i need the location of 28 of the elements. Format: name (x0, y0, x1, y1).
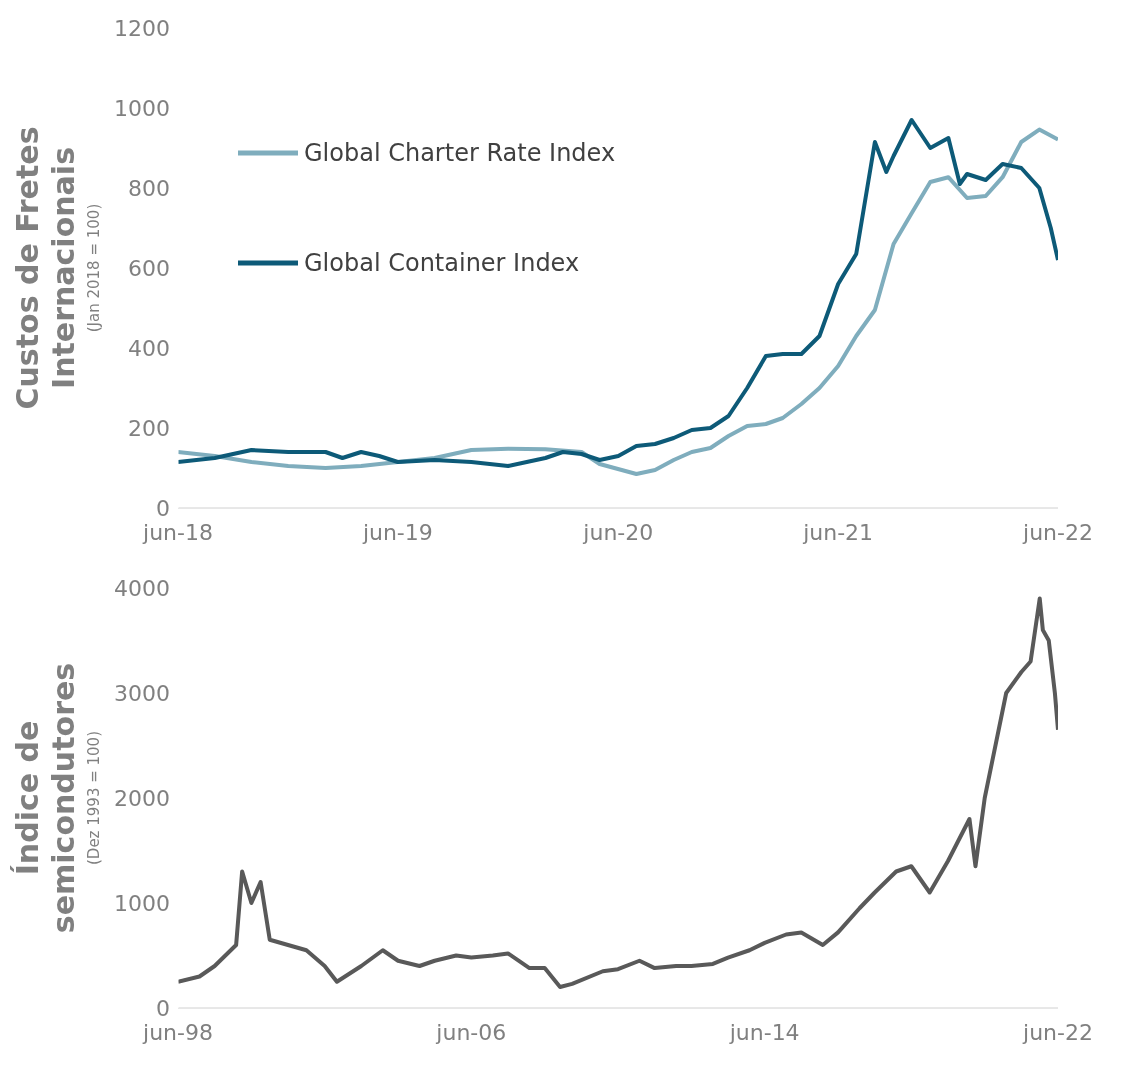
y-tick-label: 0 (156, 495, 170, 521)
x-tick-label: jun-98 (142, 1019, 213, 1045)
y-tick-label: 3000 (114, 680, 170, 706)
legend-label: Global Charter Rate Index (304, 139, 616, 167)
text: (Jan 2018 = 100) (85, 203, 104, 333)
legend-label: Global Container Index (304, 249, 580, 277)
y-tick-label: 1200 (114, 15, 170, 41)
y-axis-title: Índice de semicondutores (9, 661, 82, 936)
x-tick-label: jun-18 (142, 519, 213, 545)
y-tick-label: 0 (156, 995, 170, 1021)
y-tick-label: 400 (128, 335, 170, 361)
line-series (178, 596, 1058, 989)
y-tick-label: 800 (128, 175, 170, 201)
x-tick-label: jun-19 (361, 519, 433, 545)
x-tick-label: jun-14 (728, 1019, 800, 1045)
y-tick-label: 200 (128, 415, 170, 441)
y-axis-title: Custos de Fretes Internacionais (9, 125, 82, 412)
x-tick-label: jun-22 (1022, 519, 1093, 545)
y-tick-label: 600 (128, 255, 170, 281)
x-tick-label: jun-20 (582, 519, 654, 545)
y-tick-label: 4000 (114, 575, 170, 601)
x-tick-label: jun-21 (802, 519, 874, 545)
y-tick-label: 1000 (114, 95, 170, 121)
x-tick-label: jun-22 (1022, 1019, 1093, 1045)
y-tick-label: 1000 (114, 890, 170, 916)
y-tick-label: 2000 (114, 785, 170, 811)
text: (Dez 1993 = 100) (85, 730, 104, 866)
x-tick-label: jun-06 (435, 1019, 507, 1045)
